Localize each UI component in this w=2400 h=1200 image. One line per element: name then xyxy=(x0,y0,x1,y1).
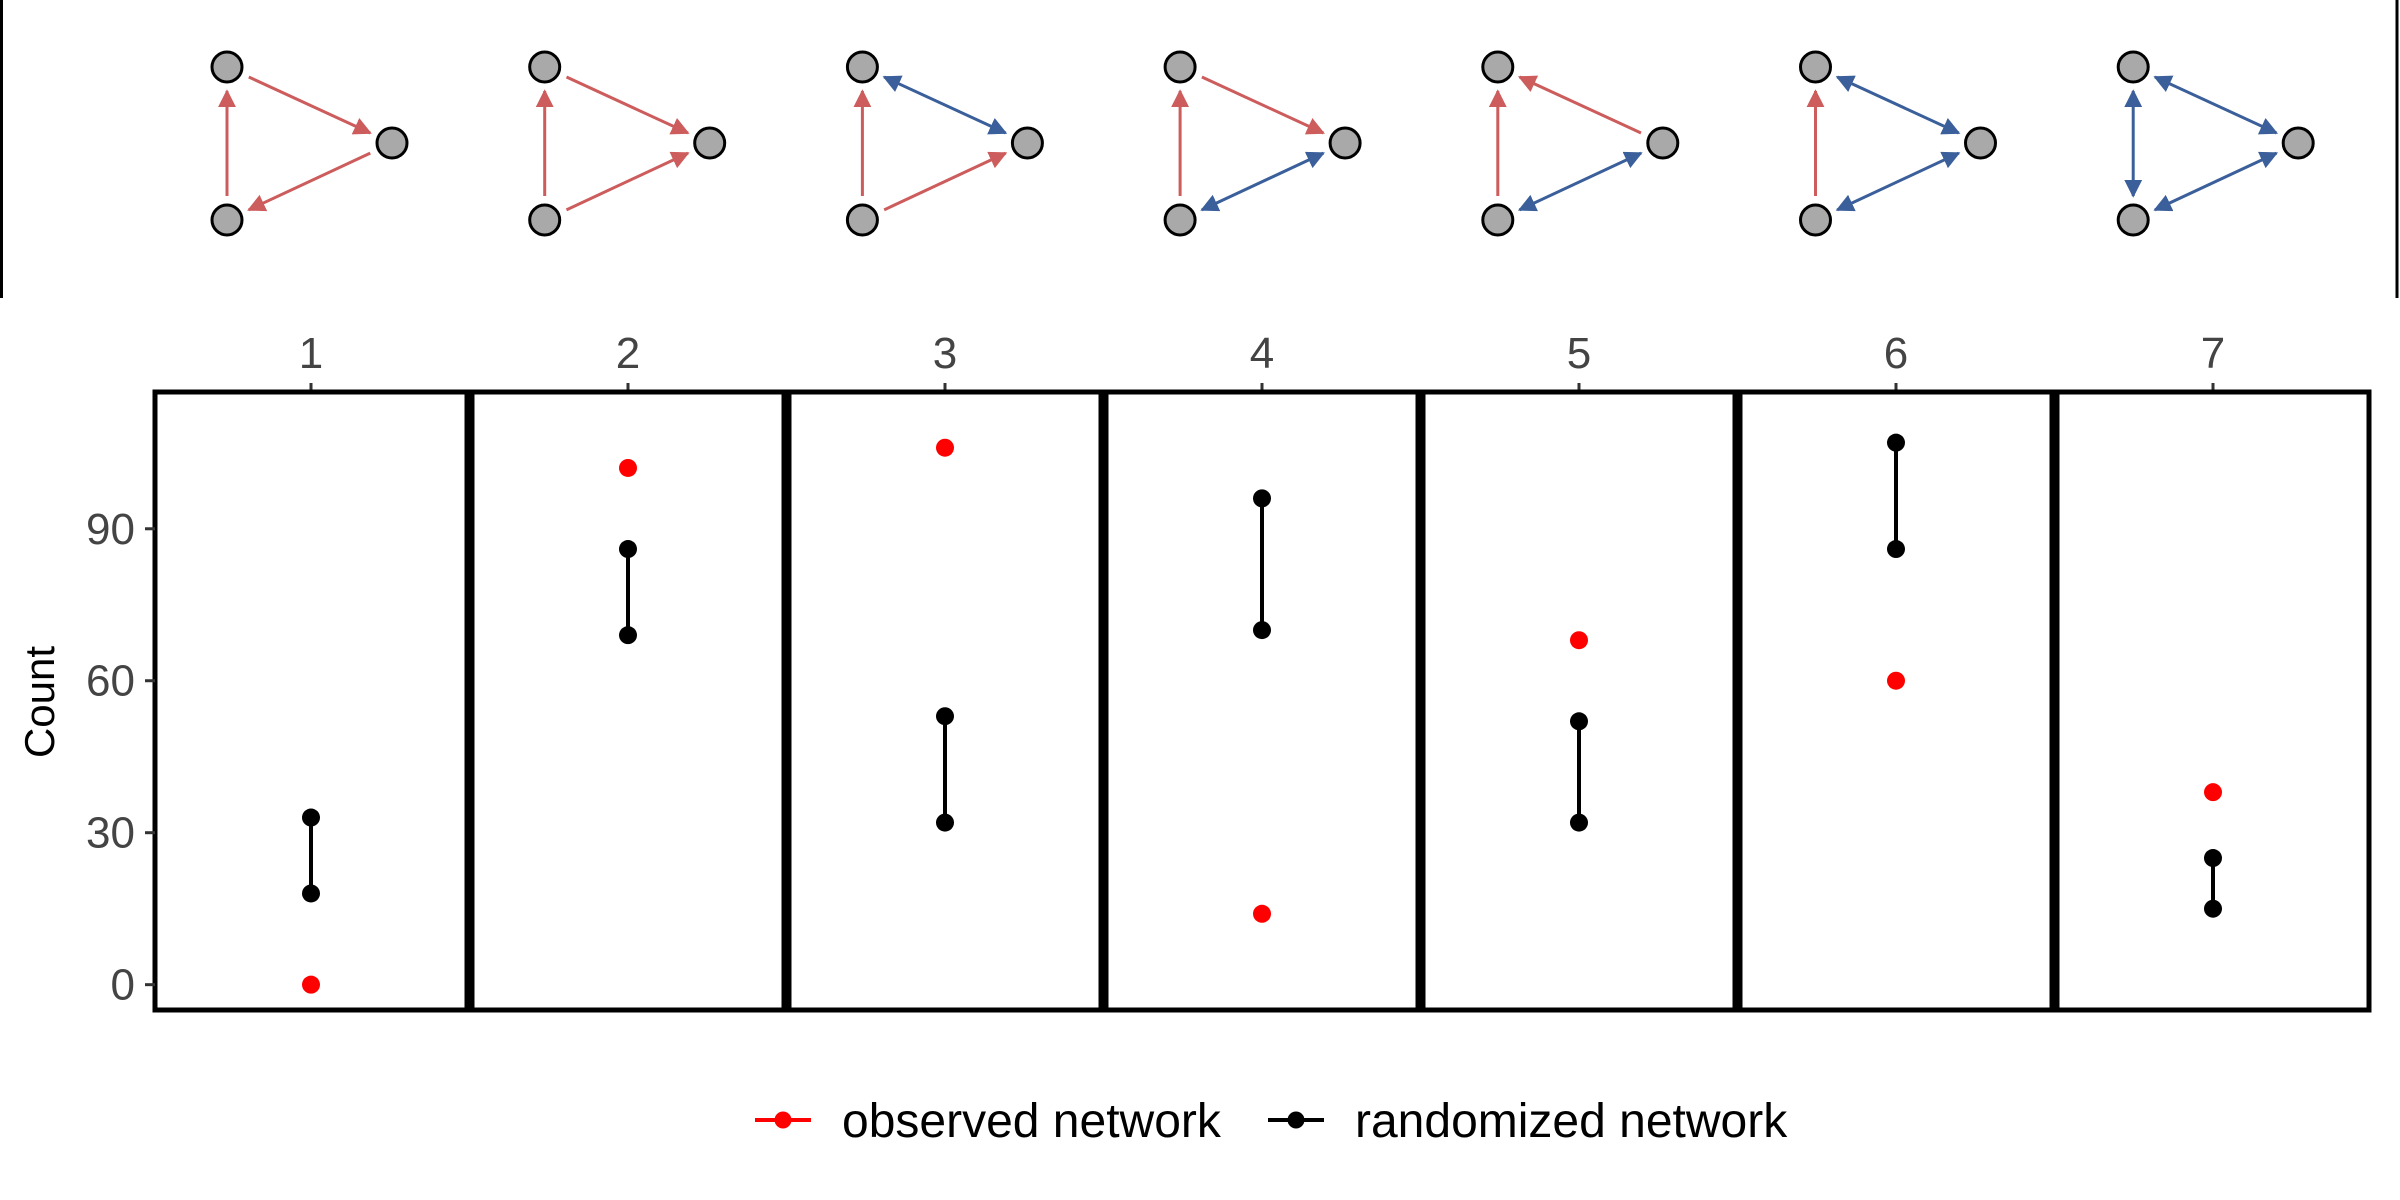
motif-4-node-left-bottom xyxy=(1163,203,1197,237)
randomized-network-ranges xyxy=(302,433,2222,918)
randomized-range-high-7 xyxy=(2204,849,2222,868)
facet-panel-1 xyxy=(152,389,470,1013)
x-tick-label-5: 5 xyxy=(1567,329,1591,378)
x-axis-ticks: 1 2 3 4 5 6 7 xyxy=(299,329,2225,392)
x-tick-label-4: 4 xyxy=(1250,329,1274,378)
observed-point-3 xyxy=(936,438,954,457)
motif-7-node-left-bottom xyxy=(2116,203,2150,237)
motif-4-edge-2 xyxy=(1201,75,1325,135)
randomized-range-high-5 xyxy=(1570,712,1588,731)
motif-7-node-right xyxy=(2281,126,2315,160)
motif-1-node-right xyxy=(375,126,409,160)
motif-7-edge-3 xyxy=(2153,151,2279,212)
motif-6-edge-3 xyxy=(1835,151,1961,212)
motif-5-node-left-bottom xyxy=(1481,203,1515,237)
motif-5-node-left-top xyxy=(1481,50,1515,84)
motif-2-edge-2 xyxy=(565,75,690,135)
y-tick-label-30: 30 xyxy=(86,809,135,858)
motif-3-edge-2 xyxy=(882,75,1008,135)
facet-panels xyxy=(152,389,2372,1013)
motif-7-edge-2 xyxy=(2153,75,2279,135)
motif-diagram-strip xyxy=(0,0,2399,298)
facet-panel-6 xyxy=(1737,389,2055,1013)
legend-observed-key-point xyxy=(774,1111,792,1129)
x-tick-label-6: 6 xyxy=(1884,329,1908,378)
observed-point-4 xyxy=(1253,904,1271,923)
legend: observed network randomized network xyxy=(755,1095,1788,1148)
observed-point-1 xyxy=(302,975,320,994)
motif-5-edge-2 xyxy=(1517,75,1642,135)
x-tick-label-3: 3 xyxy=(933,329,957,378)
motif-5-node-right xyxy=(1646,126,1680,160)
motif-2-node-right xyxy=(693,126,727,160)
motif-1-node-left-bottom xyxy=(210,203,244,237)
motif-4-edge-3 xyxy=(1200,151,1325,212)
motif-3-node-right xyxy=(1010,126,1044,160)
motif-3-edge-3 xyxy=(883,151,1008,212)
observed-network-points xyxy=(302,438,2222,994)
randomized-range-low-7 xyxy=(2204,899,2222,918)
randomized-range-high-2 xyxy=(619,540,637,559)
motif-2-edge-3 xyxy=(565,151,690,212)
observed-point-7 xyxy=(2204,783,2222,802)
motif-1-node-left-top xyxy=(210,50,244,84)
motif-1-edge-3 xyxy=(247,151,371,212)
facet-panel-5 xyxy=(1420,389,1738,1013)
y-axis: 0 30 60 90 xyxy=(86,505,155,1010)
motif-7-node-left-top xyxy=(2116,50,2150,84)
x-tick-label-1: 1 xyxy=(299,329,323,378)
legend-randomized-label: randomized network xyxy=(1355,1095,1788,1148)
motif-4-node-left-top xyxy=(1163,50,1197,84)
x-tick-label-7: 7 xyxy=(2201,329,2225,378)
y-tick-label-60: 60 xyxy=(86,657,135,706)
motif-6-edge-2 xyxy=(1835,75,1961,135)
x-tick-label-2: 2 xyxy=(616,329,640,378)
randomized-range-high-1 xyxy=(302,808,320,827)
randomized-range-low-2 xyxy=(619,626,637,645)
motif-diagram-4 xyxy=(1163,50,1362,237)
y-axis-title: Count xyxy=(16,646,63,758)
facet-panel-7 xyxy=(2054,389,2372,1013)
motif-diagram-1 xyxy=(210,50,409,237)
motif-6-node-left-top xyxy=(1799,50,1832,84)
y-tick-label-0: 0 xyxy=(111,961,135,1010)
randomized-range-low-5 xyxy=(1570,813,1588,832)
motif-2-node-left-top xyxy=(528,50,562,84)
legend-randomized-key-point xyxy=(1287,1111,1305,1129)
legend-observed-label: observed network xyxy=(842,1095,1222,1148)
motif-diagram-7 xyxy=(2116,50,2315,237)
randomized-range-high-4 xyxy=(1253,489,1271,508)
motif-3-node-left-bottom xyxy=(845,203,879,237)
randomized-range-low-6 xyxy=(1887,540,1905,559)
randomized-range-low-1 xyxy=(302,884,320,903)
y-tick-label-90: 90 xyxy=(86,505,135,554)
randomized-range-low-4 xyxy=(1253,621,1271,640)
randomized-range-high-6 xyxy=(1887,433,1905,452)
motif-2-node-left-bottom xyxy=(528,203,562,237)
facet-panel-3 xyxy=(786,389,1104,1013)
motif-3-node-left-top xyxy=(845,50,879,84)
motif-diagrams xyxy=(210,50,2315,237)
motif-5-edge-3 xyxy=(1517,151,1643,212)
facet-panel-4 xyxy=(1103,389,1421,1013)
facet-panel-2 xyxy=(469,389,787,1013)
observed-point-2 xyxy=(619,458,637,477)
observed-point-5 xyxy=(1570,631,1588,650)
motif-diagram-3 xyxy=(845,50,1044,237)
motif-1-edge-2 xyxy=(248,75,372,135)
randomized-range-high-3 xyxy=(936,707,954,726)
motif-6-node-left-bottom xyxy=(1799,203,1832,237)
motif-4-node-right xyxy=(1328,126,1362,160)
motif-diagram-2 xyxy=(528,50,727,237)
randomized-range-low-3 xyxy=(936,813,954,832)
observed-point-6 xyxy=(1887,671,1905,690)
motif-diagram-5 xyxy=(1481,50,1680,237)
motif-6-node-right xyxy=(1964,126,1997,160)
motif-diagram-6 xyxy=(1799,50,1997,237)
